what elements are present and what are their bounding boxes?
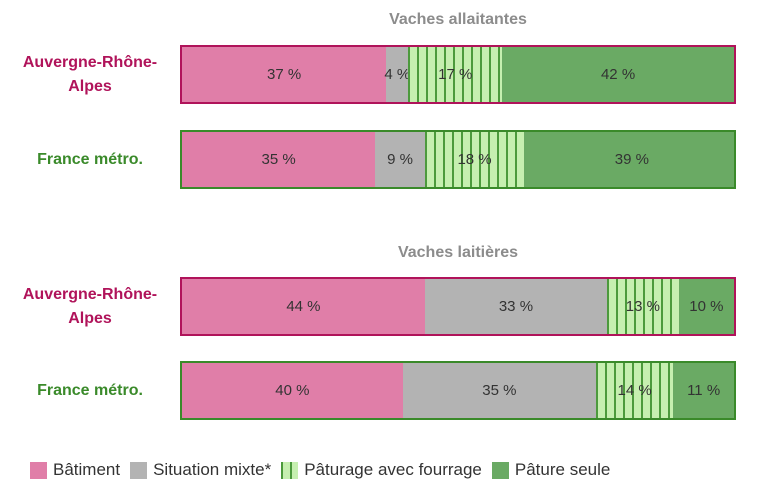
value-label: 40 % bbox=[275, 382, 310, 399]
legend-label: Bâtiment bbox=[53, 460, 121, 479]
bar-segment bbox=[182, 132, 376, 187]
legend-label: Pâturage avec fourrage bbox=[304, 460, 482, 479]
category-label: Auvergne-Rhône-Alpes bbox=[22, 285, 158, 327]
value-label: 11 % bbox=[687, 382, 721, 399]
bar-segment bbox=[424, 132, 525, 187]
bar-segment bbox=[386, 47, 409, 102]
value-label: 33 % bbox=[498, 298, 534, 315]
bar-segment bbox=[402, 363, 596, 418]
value-label: 35 % bbox=[261, 151, 296, 168]
bar-row: 44 % 33 % 13 % 10 % bbox=[180, 277, 736, 336]
category-label: France métro. bbox=[37, 381, 143, 399]
legend-label: Pâture seule bbox=[514, 460, 611, 479]
chart-title: Vaches laitières bbox=[397, 244, 519, 261]
legend-swatch bbox=[130, 461, 148, 479]
value-label: 4 % bbox=[384, 66, 411, 83]
value-label: 44 % bbox=[286, 298, 321, 315]
value-label: 18 % bbox=[457, 151, 492, 168]
value-label: 9 % bbox=[387, 151, 413, 168]
bar-segment bbox=[182, 279, 425, 334]
bar-row: 37 % 4 % 17 % 42 % bbox=[180, 45, 736, 104]
value-label: 39 % bbox=[614, 151, 649, 168]
bar-segment bbox=[678, 279, 734, 334]
value-label: 37 % bbox=[267, 66, 302, 83]
legend-swatch bbox=[281, 461, 299, 479]
bar-segment bbox=[524, 132, 734, 187]
bar-segment bbox=[182, 363, 403, 418]
category-label: Auvergne-Rhône-Alpes bbox=[22, 53, 158, 95]
bar-segment bbox=[502, 47, 734, 102]
bar-segment bbox=[375, 132, 425, 187]
legend-swatch bbox=[491, 461, 509, 479]
value-label: 35 % bbox=[482, 382, 517, 399]
chart-title: Vaches allaitantes bbox=[389, 11, 527, 28]
bar-segment bbox=[424, 279, 608, 334]
legend-swatch bbox=[30, 461, 47, 479]
bar-segment bbox=[673, 363, 734, 418]
value-label: 42 % bbox=[600, 66, 636, 83]
bar-segment bbox=[607, 279, 679, 334]
bar-row: 40 % 35 % 14 % 11 % bbox=[180, 361, 736, 420]
legend-item: Situation mixte* bbox=[130, 460, 271, 480]
legend-item: Pâturage avec fourrage bbox=[281, 460, 482, 480]
bar-row: 35 % 9 % 18 % 39 % bbox=[180, 130, 736, 189]
value-label: 13 % bbox=[625, 298, 660, 315]
legend: Bâtiment Situation mixte* Pâturage avec fo… bbox=[30, 460, 620, 480]
value-label: 10 % bbox=[689, 298, 724, 315]
bar-segment bbox=[182, 47, 387, 102]
bar-segment bbox=[596, 363, 674, 418]
legend-item: Pâture seule bbox=[491, 460, 611, 480]
legend-label: Situation mixte* bbox=[153, 460, 272, 479]
value-label: 14 % bbox=[617, 382, 652, 399]
bar-segment bbox=[408, 47, 503, 102]
value-label: 17 % bbox=[438, 66, 473, 83]
category-label: France métro. bbox=[37, 150, 143, 168]
legend-item: Bâtiment bbox=[30, 460, 120, 480]
